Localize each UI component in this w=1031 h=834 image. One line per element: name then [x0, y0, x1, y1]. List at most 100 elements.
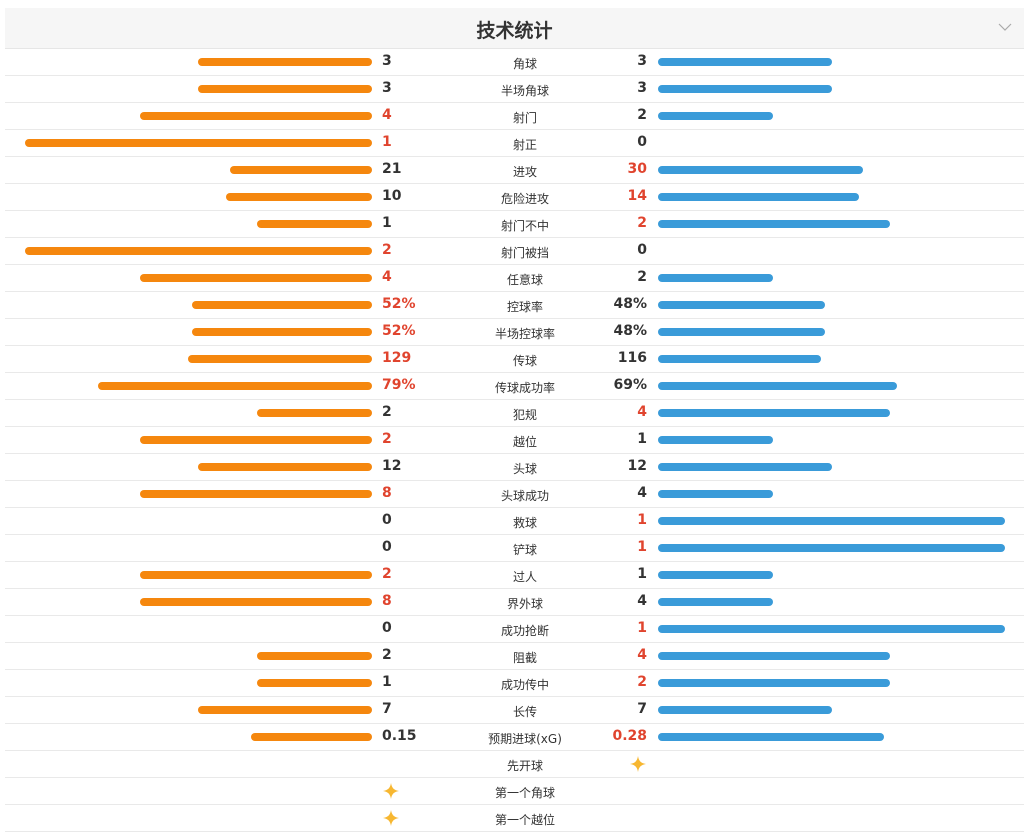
- home-bar: [251, 733, 372, 741]
- home-star-icon: [383, 810, 399, 826]
- stat-row: 2 射门被挡 0: [5, 238, 1024, 265]
- away-bar: [658, 625, 1005, 633]
- home-bar: [98, 382, 372, 390]
- stat-label: 进攻: [512, 165, 537, 179]
- away-value: 116: [617, 350, 647, 366]
- home-bar: [140, 436, 372, 444]
- away-bar: [658, 328, 825, 336]
- home-value: 8: [382, 593, 392, 609]
- away-bar: [658, 490, 773, 498]
- home-value: 0.15: [382, 728, 417, 744]
- tech-stats-panel: 技术统计 3 角球 3 3 半场角球 3 4 射门 2 1 射正 0 21 进攻 30 10 危险进攻 14 1 射门…: [5, 8, 1024, 832]
- home-value: 2: [382, 647, 392, 663]
- away-bar: [658, 85, 832, 93]
- stat-row: 1 成功传中 2: [5, 670, 1024, 697]
- stat-row: 79% 传球成功率 69%: [5, 373, 1024, 400]
- stat-row: 0 铲球 1: [5, 535, 1024, 562]
- event-label: 先开球: [506, 759, 543, 773]
- stat-label: 成功抢断: [500, 624, 549, 638]
- stat-label: 过人: [512, 570, 537, 584]
- stat-row: 21 进攻 30: [5, 157, 1024, 184]
- home-bar: [188, 355, 372, 363]
- away-value: 4: [637, 593, 647, 609]
- away-bar: [658, 58, 832, 66]
- home-bar: [192, 328, 372, 336]
- stat-row: 8 界外球 4: [5, 589, 1024, 616]
- stat-row: 0 救球 1: [5, 508, 1024, 535]
- away-value: 1: [637, 566, 647, 582]
- away-value: 2: [637, 215, 647, 231]
- home-value: 21: [382, 161, 402, 177]
- stat-row: 0 成功抢断 1: [5, 616, 1024, 643]
- home-bar: [140, 571, 372, 579]
- home-value: 0: [382, 539, 392, 555]
- home-value: 2: [382, 242, 392, 258]
- stat-label: 角球: [512, 57, 537, 71]
- stat-label: 救球: [512, 516, 537, 530]
- away-value: 4: [637, 647, 647, 663]
- stat-row: 7 长传 7: [5, 697, 1024, 724]
- chevron-down-icon[interactable]: [998, 20, 1012, 34]
- away-value: 48%: [613, 323, 647, 339]
- stat-label: 界外球: [506, 597, 543, 611]
- home-bar: [140, 598, 372, 606]
- event-label: 第一个角球: [494, 786, 555, 800]
- away-bar: [658, 409, 890, 417]
- home-bar: [140, 490, 372, 498]
- away-value: 1: [637, 512, 647, 528]
- away-bar: [658, 220, 890, 228]
- stat-row: 52% 半场控球率 48%: [5, 319, 1024, 346]
- away-star-icon: [630, 756, 646, 772]
- stat-label: 射门: [512, 111, 537, 125]
- event-label: 第一个越位: [494, 813, 555, 827]
- stat-row: 2 过人 1: [5, 562, 1024, 589]
- home-value: 8: [382, 485, 392, 501]
- panel-title: 技术统计: [476, 20, 553, 42]
- home-bar: [198, 58, 372, 66]
- away-bar: [658, 517, 1005, 525]
- away-value: 3: [637, 53, 647, 69]
- stat-row: 2 越位 1: [5, 427, 1024, 454]
- stat-label: 越位: [512, 435, 537, 449]
- away-value: 4: [637, 485, 647, 501]
- home-bar: [140, 274, 372, 282]
- home-value: 4: [382, 269, 392, 285]
- home-bar: [226, 193, 372, 201]
- home-value: 1: [382, 134, 392, 150]
- away-value: 48%: [613, 296, 647, 312]
- away-value: 30: [627, 161, 647, 177]
- away-bar: [658, 733, 884, 741]
- away-bar: [658, 679, 890, 687]
- away-value: 0: [637, 134, 647, 150]
- stat-label: 控球率: [506, 300, 543, 314]
- away-value: 7: [637, 701, 647, 717]
- home-value: 129: [382, 350, 412, 366]
- stat-row: 1 射正 0: [5, 130, 1024, 157]
- away-bar: [658, 436, 773, 444]
- away-bar: [658, 355, 821, 363]
- stat-label: 射门不中: [500, 219, 549, 233]
- stat-label: 射门被挡: [500, 246, 549, 260]
- home-value: 7: [382, 701, 392, 717]
- away-value: 0: [637, 242, 647, 258]
- panel-header[interactable]: 技术统计: [5, 8, 1024, 49]
- home-bar: [257, 220, 372, 228]
- home-value: 2: [382, 431, 392, 447]
- home-value: 79%: [382, 377, 416, 393]
- home-value: 1: [382, 215, 392, 231]
- stat-label: 传球: [512, 354, 537, 368]
- home-value: 4: [382, 107, 392, 123]
- away-value: 2: [637, 107, 647, 123]
- stat-label: 射正: [512, 138, 537, 152]
- away-value: 2: [637, 269, 647, 285]
- stat-label: 半场控球率: [494, 327, 555, 341]
- stat-row: 2 犯规 4: [5, 400, 1024, 427]
- stat-label: 成功传中: [500, 678, 549, 692]
- home-bar: [198, 706, 372, 714]
- away-value: 12: [627, 458, 647, 474]
- stat-row: 3 半场角球 3: [5, 76, 1024, 103]
- away-bar: [658, 382, 897, 390]
- home-value: 1: [382, 674, 392, 690]
- home-value: 0: [382, 512, 392, 528]
- away-bar: [658, 598, 773, 606]
